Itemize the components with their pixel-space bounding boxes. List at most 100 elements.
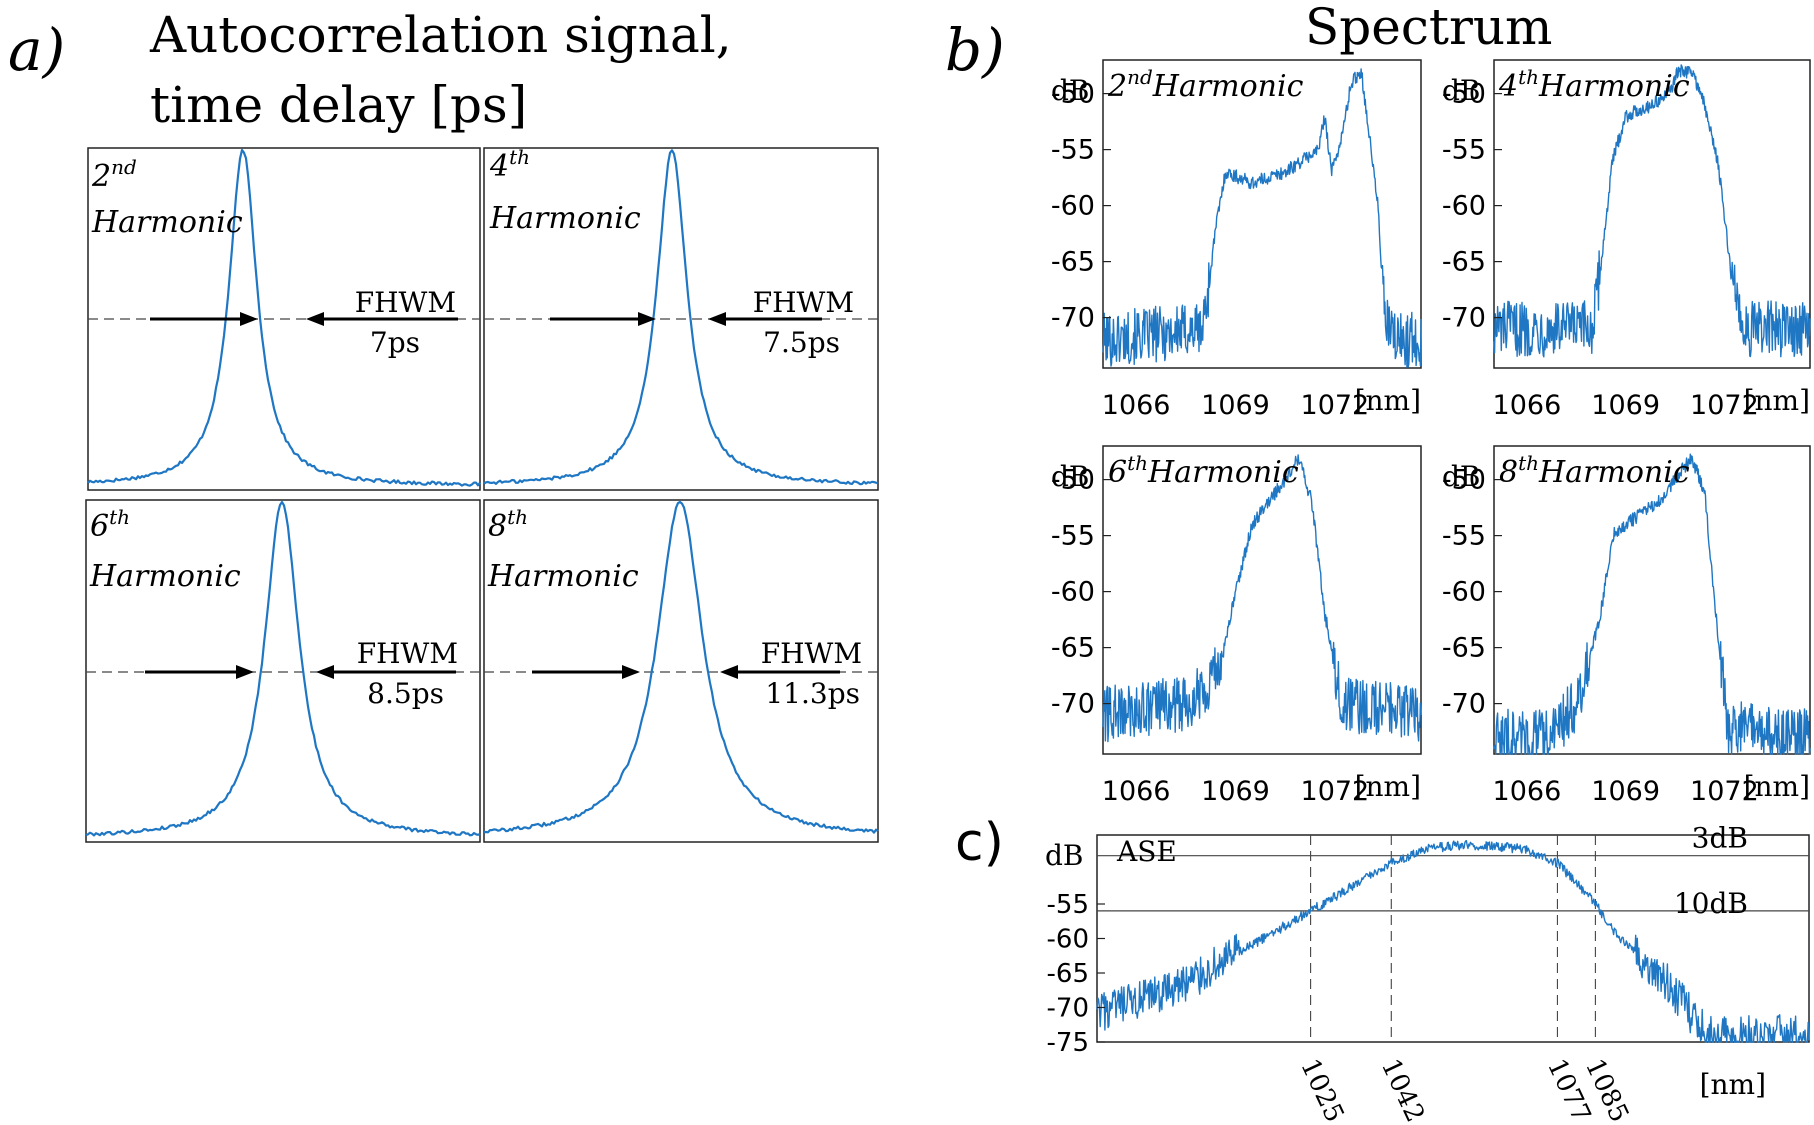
plot-frame xyxy=(1102,445,1422,755)
harmonic-word: Harmonic xyxy=(489,201,641,236)
x-axis-label: [nm] xyxy=(1744,770,1810,803)
fwhm-value: 11.3ps xyxy=(765,677,860,710)
harmonic-label: 2nd xyxy=(91,155,137,194)
harmonic-label: 6th xyxy=(90,505,130,544)
harmonic-word: Harmonic xyxy=(487,559,639,594)
harmonic-label: 2ndHarmonic xyxy=(1107,65,1304,104)
x-tick-label: 1072 xyxy=(1690,776,1759,807)
harmonic-number: 4 xyxy=(489,149,509,184)
wavelength-label: 1025 xyxy=(1294,1054,1349,1125)
fwhm-arrowhead-left xyxy=(240,312,258,326)
harmonic-word: Harmonic xyxy=(1152,69,1304,104)
fwhm-arrowhead-right xyxy=(316,665,334,679)
harmonic-superscript: th xyxy=(1518,451,1539,475)
spectrum-trace xyxy=(1102,454,1422,743)
x-tick-label: 1069 xyxy=(1201,390,1270,421)
harmonic-word: Harmonic xyxy=(1147,455,1299,490)
y-tick-label: -60 xyxy=(1442,191,1486,222)
y-tick-label: -65 xyxy=(1442,633,1486,664)
plot-frame xyxy=(483,499,879,843)
ase-trace xyxy=(1096,840,1810,1043)
panel-b-letter: b) xyxy=(945,16,1005,84)
plot-frame xyxy=(1102,59,1422,369)
x-tick-label: 1069 xyxy=(1201,776,1270,807)
level-label: 10dB xyxy=(1674,887,1748,920)
y-tick-label: -65 xyxy=(1051,633,1095,664)
autocorrelation-trace xyxy=(483,149,879,486)
autocorrelation-trace xyxy=(483,500,879,834)
x-axis-label: [nm] xyxy=(1355,384,1421,417)
plot-frame xyxy=(85,499,481,843)
y-tick-label: -50 xyxy=(1442,79,1486,110)
y-tick-label: -50 xyxy=(1051,79,1095,110)
y-axis-label: dB xyxy=(1045,839,1084,872)
panel-a-title-line1: Autocorrelation signal, xyxy=(149,6,732,64)
wavelength-label: 1042 xyxy=(1375,1054,1430,1125)
y-tick-label: -50 xyxy=(1051,465,1095,496)
panel-c-letter: c) xyxy=(955,813,1004,873)
y-tick-label: -55 xyxy=(1442,521,1486,552)
fwhm-arrowhead-left xyxy=(638,312,656,326)
y-tick-label: -70 xyxy=(1047,994,1089,1024)
harmonic-label: 8th xyxy=(488,505,528,544)
y-axis-label: dB xyxy=(1442,460,1481,493)
harmonic-label: 4th xyxy=(489,145,530,184)
fwhm-value: 8.5ps xyxy=(367,677,444,710)
y-tick-label: -70 xyxy=(1051,689,1095,720)
panel-a-letter: a) xyxy=(8,16,65,84)
x-tick-label: 1066 xyxy=(1493,390,1562,421)
harmonic-word: Harmonic xyxy=(1538,69,1690,104)
plot-frame xyxy=(1493,59,1811,369)
y-tick-label: -70 xyxy=(1442,689,1486,720)
fwhm-value: 7ps xyxy=(370,326,420,359)
ase-label: ASE xyxy=(1116,835,1177,868)
y-tick-label: -70 xyxy=(1442,303,1486,334)
fwhm-value: 7.5ps xyxy=(763,326,840,359)
fwhm-arrowhead-left xyxy=(622,665,640,679)
fwhm-label: FHWM xyxy=(357,637,458,670)
x-axis-label: [nm] xyxy=(1744,384,1810,417)
y-tick-label: -55 xyxy=(1047,890,1089,920)
harmonic-number: 8 xyxy=(1499,455,1518,490)
spectrum-8th: -50 -55 -60 -65 -70 1066 1069 1072 dB [nm] 8thHarm… xyxy=(1442,445,1811,807)
harmonic-superscript: th xyxy=(1518,65,1539,89)
x-tick-label: 1069 xyxy=(1591,390,1660,421)
spectrum-trace xyxy=(1493,453,1811,755)
x-axis-label: [nm] xyxy=(1700,1068,1766,1101)
harmonic-superscript: nd xyxy=(111,155,137,179)
y-tick-label: -60 xyxy=(1051,577,1095,608)
x-tick-label: 1066 xyxy=(1102,776,1171,807)
y-tick-label: -55 xyxy=(1051,135,1095,166)
x-tick-label: 1072 xyxy=(1690,390,1759,421)
y-tick-label: -70 xyxy=(1051,303,1095,334)
y-tick-label: -65 xyxy=(1047,959,1089,989)
harmonic-superscript: nd xyxy=(1127,65,1153,89)
fwhm-arrowhead-right xyxy=(720,665,738,679)
harmonic-number: 6 xyxy=(1108,455,1127,490)
spectrum-6th: -50 -55 -60 -65 -70 1066 1069 1072 dB [nm] 6thHarm… xyxy=(1051,445,1422,807)
harmonic-label: 8thHarmonic xyxy=(1499,451,1690,490)
y-tick-label: -75 xyxy=(1047,1028,1089,1058)
harmonic-superscript: th xyxy=(509,145,530,169)
x-tick-label: 1072 xyxy=(1301,776,1370,807)
harmonic-superscript: th xyxy=(507,505,528,529)
harmonic-number: 6 xyxy=(90,509,109,544)
y-axis-label: dB xyxy=(1442,74,1481,107)
harmonic-superscript: th xyxy=(1127,451,1148,475)
y-tick-label: -65 xyxy=(1442,247,1486,278)
harmonic-label: 4thHarmonic xyxy=(1498,65,1690,104)
harmonic-superscript: th xyxy=(109,505,130,529)
spectrum-trace xyxy=(1102,68,1422,368)
y-tick-label: -60 xyxy=(1047,925,1089,955)
harmonic-number: 8 xyxy=(488,509,507,544)
x-tick-label: 1066 xyxy=(1102,390,1171,421)
fwhm-arrowhead-left xyxy=(236,665,254,679)
autocorrelation-4th: 4th Harmonic FHWM 7.5ps xyxy=(483,145,879,491)
autocorrelation-8th: 8th Harmonic FHWM 11.3ps xyxy=(483,499,879,843)
y-tick-label: -55 xyxy=(1442,135,1486,166)
harmonic-word: Harmonic xyxy=(89,559,241,594)
fwhm-label: FHWM xyxy=(761,637,862,670)
level-label: 3dB xyxy=(1692,822,1748,855)
